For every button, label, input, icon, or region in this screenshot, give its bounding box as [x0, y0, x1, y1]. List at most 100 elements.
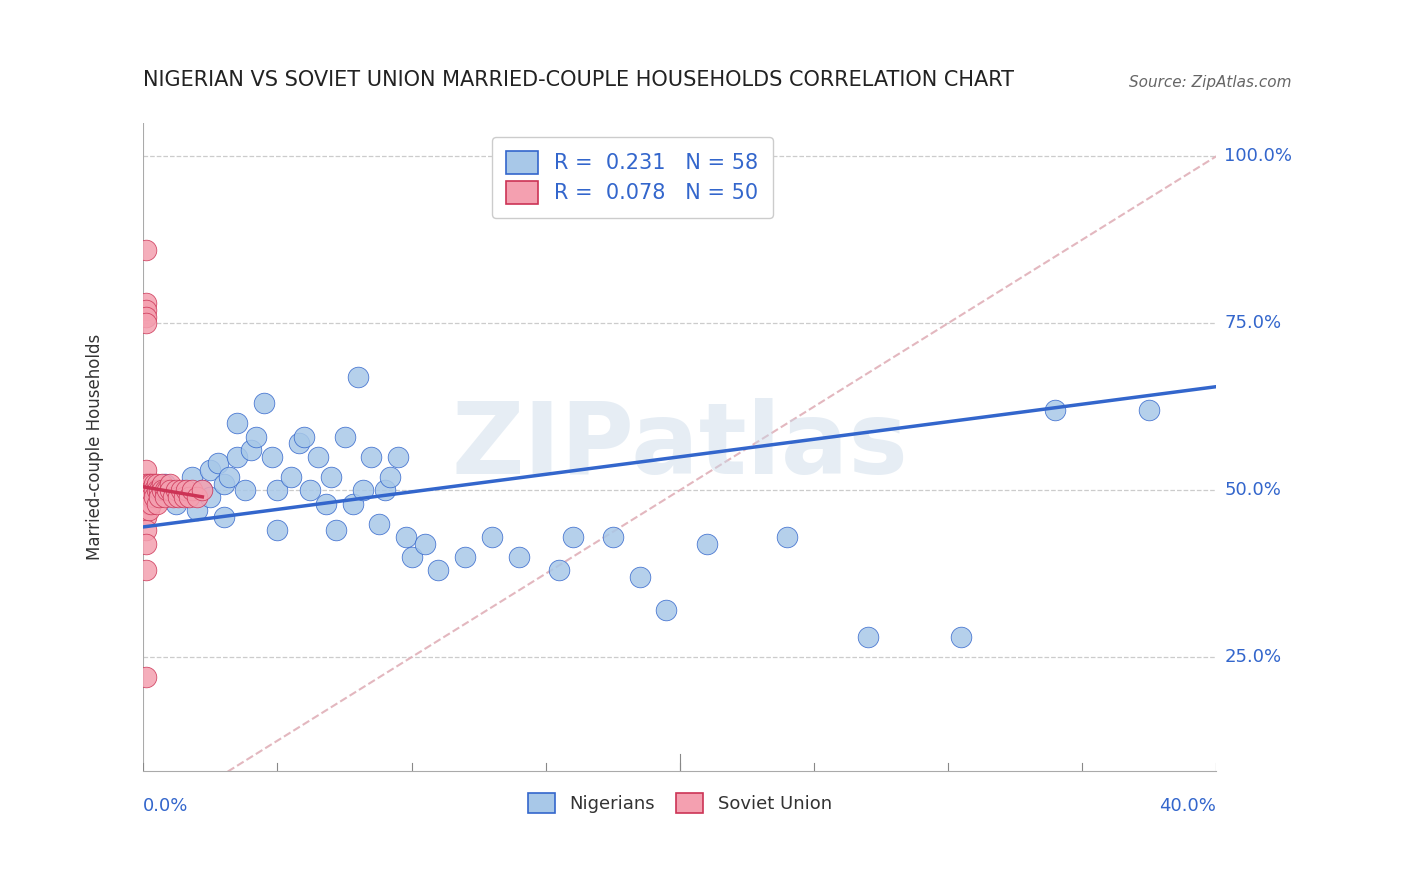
Point — [143, 483, 166, 498]
Point — [145, 497, 167, 511]
Point — [138, 503, 160, 517]
Point — [156, 483, 179, 498]
Point — [135, 523, 157, 537]
Text: 0.0%: 0.0% — [143, 797, 188, 815]
Point — [200, 490, 222, 504]
Point — [280, 470, 302, 484]
Point — [141, 476, 163, 491]
Point — [233, 483, 256, 498]
Text: Source: ZipAtlas.com: Source: ZipAtlas.com — [1129, 76, 1292, 90]
Point — [239, 443, 262, 458]
Point — [159, 483, 181, 498]
Point — [374, 483, 396, 498]
Point — [266, 523, 288, 537]
Point — [288, 436, 311, 450]
Point — [207, 457, 229, 471]
Point — [135, 310, 157, 324]
Text: 75.0%: 75.0% — [1225, 314, 1281, 332]
Point — [347, 369, 370, 384]
Point — [212, 509, 235, 524]
Point — [135, 509, 157, 524]
Point — [159, 476, 181, 491]
Text: 40.0%: 40.0% — [1160, 797, 1216, 815]
Point — [548, 563, 571, 577]
Point — [387, 450, 409, 464]
Text: Married-couple Households: Married-couple Households — [86, 334, 104, 560]
Point — [696, 536, 718, 550]
Point — [212, 476, 235, 491]
Point — [253, 396, 276, 410]
Point — [226, 417, 249, 431]
Point — [135, 670, 157, 684]
Point — [138, 483, 160, 498]
Point — [378, 470, 401, 484]
Point — [135, 463, 157, 477]
Point — [159, 483, 181, 498]
Point — [401, 549, 423, 564]
Point — [148, 490, 170, 504]
Point — [180, 470, 202, 484]
Point — [508, 549, 530, 564]
Point — [174, 483, 197, 498]
Point — [325, 523, 347, 537]
Point — [262, 450, 284, 464]
Text: ZIPatlas: ZIPatlas — [451, 398, 908, 495]
Point — [135, 563, 157, 577]
Point — [298, 483, 321, 498]
Point — [150, 483, 173, 498]
Point — [180, 483, 202, 498]
Point — [333, 430, 356, 444]
Text: 100.0%: 100.0% — [1225, 147, 1292, 165]
Point — [135, 296, 157, 310]
Point — [191, 483, 214, 498]
Point — [167, 490, 190, 504]
Point — [360, 450, 382, 464]
Point — [186, 490, 208, 504]
Point — [145, 476, 167, 491]
Text: 25.0%: 25.0% — [1225, 648, 1281, 666]
Point — [292, 430, 315, 444]
Point — [138, 476, 160, 491]
Point — [454, 549, 477, 564]
Point — [776, 530, 799, 544]
Point — [245, 430, 267, 444]
Point — [200, 463, 222, 477]
Point — [141, 497, 163, 511]
Point — [177, 490, 200, 504]
Point — [191, 483, 214, 498]
Point — [1137, 403, 1160, 417]
Point — [145, 490, 167, 504]
Point — [628, 570, 651, 584]
Point — [315, 497, 337, 511]
Point — [135, 316, 157, 330]
Point — [226, 450, 249, 464]
Point — [148, 483, 170, 498]
Point — [135, 503, 157, 517]
Point — [135, 302, 157, 317]
Legend: Nigerians, Soviet Union: Nigerians, Soviet Union — [520, 786, 839, 820]
Point — [173, 483, 195, 498]
Point — [368, 516, 391, 531]
Point — [307, 450, 329, 464]
Point — [413, 536, 436, 550]
Point — [395, 530, 418, 544]
Point — [143, 490, 166, 504]
Point — [319, 470, 342, 484]
Point — [135, 497, 157, 511]
Point — [561, 530, 583, 544]
Point — [186, 503, 208, 517]
Point — [162, 490, 184, 504]
Point — [153, 483, 176, 498]
Point — [481, 530, 503, 544]
Point — [1045, 403, 1067, 417]
Point — [352, 483, 374, 498]
Point — [165, 497, 187, 511]
Point — [145, 483, 167, 498]
Point — [856, 630, 879, 644]
Point — [143, 476, 166, 491]
Point — [602, 530, 624, 544]
Point — [153, 476, 176, 491]
Point — [138, 497, 160, 511]
Point — [655, 603, 678, 617]
Point — [135, 476, 157, 491]
